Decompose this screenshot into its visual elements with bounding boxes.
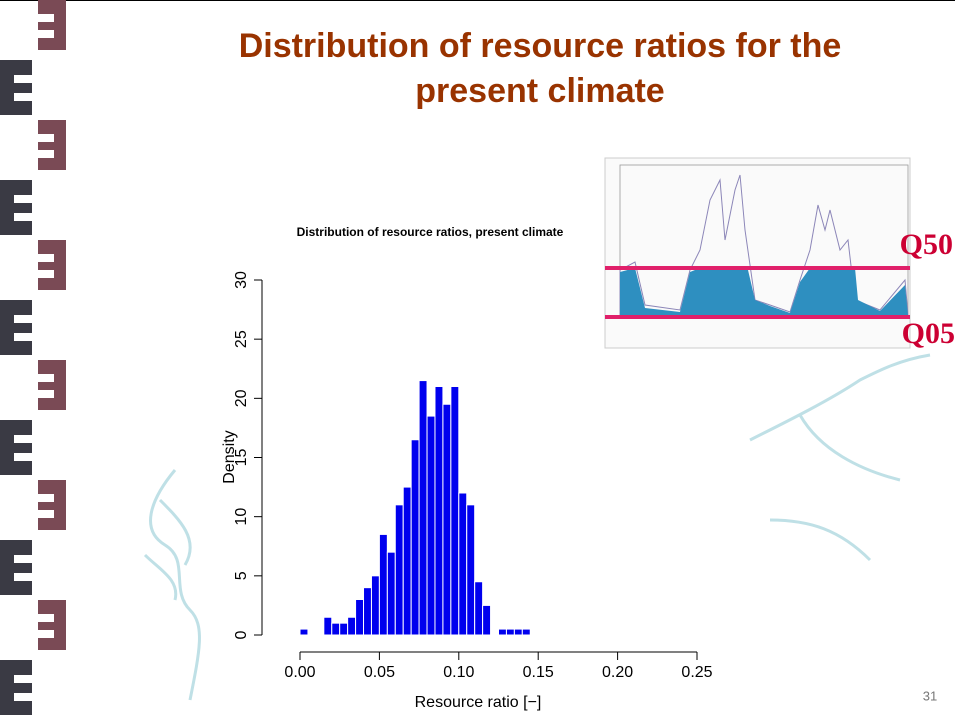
y-tick-label: 30 xyxy=(233,271,250,289)
x-tick-label: 0.25 xyxy=(681,664,712,681)
q05-label: Q05 xyxy=(902,317,955,350)
pattern-block xyxy=(0,300,32,355)
bar xyxy=(474,581,484,636)
x-tick-label: 0.00 xyxy=(284,664,315,681)
pattern-gap xyxy=(38,150,54,158)
pattern-gap xyxy=(14,573,32,581)
y-tick-label: 10 xyxy=(233,508,250,526)
bar xyxy=(347,616,357,636)
pattern-block xyxy=(38,360,66,410)
pattern-gap xyxy=(14,75,32,83)
pattern-gap xyxy=(14,453,32,461)
inset-frame xyxy=(604,157,911,349)
pattern-gap xyxy=(14,213,32,221)
slide-title: Distribution of resource ratios for the xyxy=(239,27,842,65)
bar xyxy=(386,551,396,636)
bar xyxy=(339,622,349,636)
bar xyxy=(505,628,515,636)
pattern-gap xyxy=(14,555,32,563)
bar xyxy=(355,599,365,636)
y-tick-label: 15 xyxy=(233,449,250,467)
pattern-block xyxy=(0,420,32,475)
x-axis-label: Resource ratio [−] xyxy=(415,694,542,711)
bar xyxy=(331,622,341,636)
bar xyxy=(458,492,468,636)
pattern-block xyxy=(38,480,66,530)
bar xyxy=(482,604,492,636)
x-tick-label: 0.20 xyxy=(602,664,633,681)
pattern-gap xyxy=(38,614,54,622)
bar xyxy=(410,439,420,636)
pattern-gap xyxy=(14,195,32,203)
hydrograph-inset: Q50 Q05 xyxy=(604,157,955,350)
pattern-gap xyxy=(38,494,54,502)
bar xyxy=(434,386,444,636)
bar xyxy=(513,628,523,636)
pattern-gap xyxy=(38,30,54,38)
pattern-block xyxy=(0,180,32,235)
y-tick-label: 0 xyxy=(233,630,250,639)
pattern-gap xyxy=(38,270,54,278)
pattern-block xyxy=(38,120,66,170)
bar xyxy=(442,403,452,636)
pattern-block xyxy=(38,240,66,290)
slide-title: present climate xyxy=(415,72,664,110)
pattern-block xyxy=(0,660,32,715)
bar xyxy=(418,380,428,636)
pattern-gap xyxy=(14,675,32,683)
pattern-gap xyxy=(38,14,54,22)
pattern-gap xyxy=(14,93,32,101)
bar xyxy=(426,415,436,636)
bar xyxy=(450,386,460,636)
bar xyxy=(466,504,476,636)
y-tick-label: 5 xyxy=(233,571,250,580)
pattern-block xyxy=(38,600,66,650)
page-number: 31 xyxy=(923,688,937,703)
river-sketch xyxy=(143,353,931,701)
side-pattern xyxy=(0,0,66,715)
inset-area xyxy=(620,268,908,315)
pattern-gap xyxy=(14,435,32,443)
bar xyxy=(394,504,404,636)
chart-title: Distribution of resource ratios, present… xyxy=(297,225,564,239)
y-axis-label: Density xyxy=(221,430,238,483)
pattern-gap xyxy=(38,134,54,142)
pattern-gap xyxy=(38,630,54,638)
bar xyxy=(370,575,380,636)
pattern-gap xyxy=(38,254,54,262)
bar xyxy=(521,628,531,636)
x-tick-label: 0.10 xyxy=(443,664,474,681)
pattern-block xyxy=(0,540,32,595)
bar xyxy=(498,628,507,636)
bar xyxy=(363,587,372,636)
bar xyxy=(299,628,309,636)
histogram: Distribution of resource ratios, present… xyxy=(221,225,712,711)
pattern-gap xyxy=(38,390,54,398)
y-tick-label: 20 xyxy=(233,389,250,407)
bar xyxy=(378,533,388,636)
pattern-block xyxy=(0,60,32,115)
pattern-gap xyxy=(38,510,54,518)
pattern-gap xyxy=(14,693,32,701)
y-tick-label: 25 xyxy=(233,330,250,348)
x-tick-label: 0.15 xyxy=(523,664,554,681)
bar xyxy=(402,486,412,636)
q50-label: Q50 xyxy=(900,228,953,261)
x-tick-label: 0.05 xyxy=(364,664,395,681)
pattern-gap xyxy=(14,315,32,323)
pattern-gap xyxy=(14,333,32,341)
bar xyxy=(323,616,333,636)
pattern-block xyxy=(38,0,66,50)
pattern-gap xyxy=(38,374,54,382)
